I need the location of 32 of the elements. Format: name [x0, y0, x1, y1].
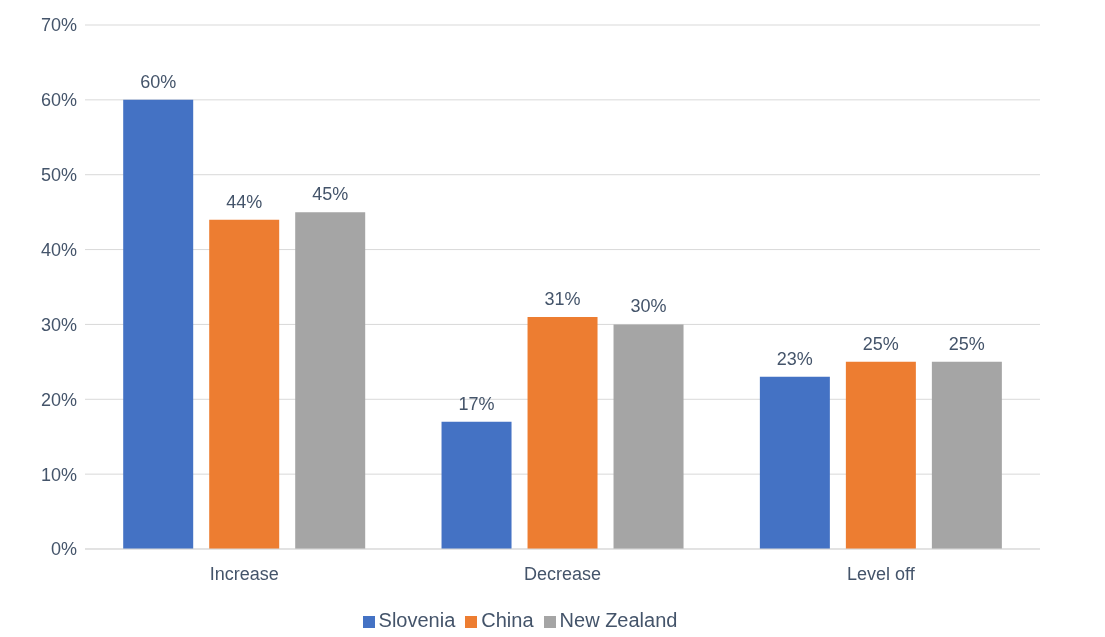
y-tick-label: 0%: [50, 539, 77, 560]
data-label: 60%: [140, 71, 177, 92]
legend-label: China: [481, 609, 534, 631]
bar: [123, 99, 194, 549]
bar: [441, 421, 512, 549]
bar: [209, 219, 280, 549]
bar: [759, 376, 830, 549]
data-label: 25%: [948, 333, 985, 354]
bar: [613, 324, 684, 549]
data-label: 30%: [630, 296, 667, 317]
data-label: 45%: [312, 184, 349, 205]
x-tick-label: Level off: [846, 563, 916, 584]
x-tick-label: Increase: [209, 563, 279, 584]
bar: [931, 361, 1002, 549]
x-tick-label: Decrease: [523, 563, 602, 584]
legend-label: Slovenia: [378, 609, 456, 631]
y-tick-label: 10%: [40, 464, 77, 485]
data-label: 17%: [458, 393, 495, 414]
data-label: 31%: [544, 288, 581, 309]
data-label: 23%: [776, 348, 813, 369]
y-tick-label: 70%: [40, 15, 77, 36]
bar: [845, 361, 916, 549]
y-tick-label: 50%: [40, 165, 77, 186]
bar: [527, 316, 598, 549]
bar: [295, 212, 366, 549]
y-tick-label: 60%: [40, 90, 77, 111]
legend-label: New Zealand: [559, 609, 678, 631]
data-label: 25%: [862, 333, 899, 354]
y-tick-label: 20%: [40, 389, 77, 410]
data-label: 44%: [226, 191, 263, 212]
y-tick-label: 30%: [40, 314, 77, 335]
y-tick-label: 40%: [40, 239, 77, 260]
